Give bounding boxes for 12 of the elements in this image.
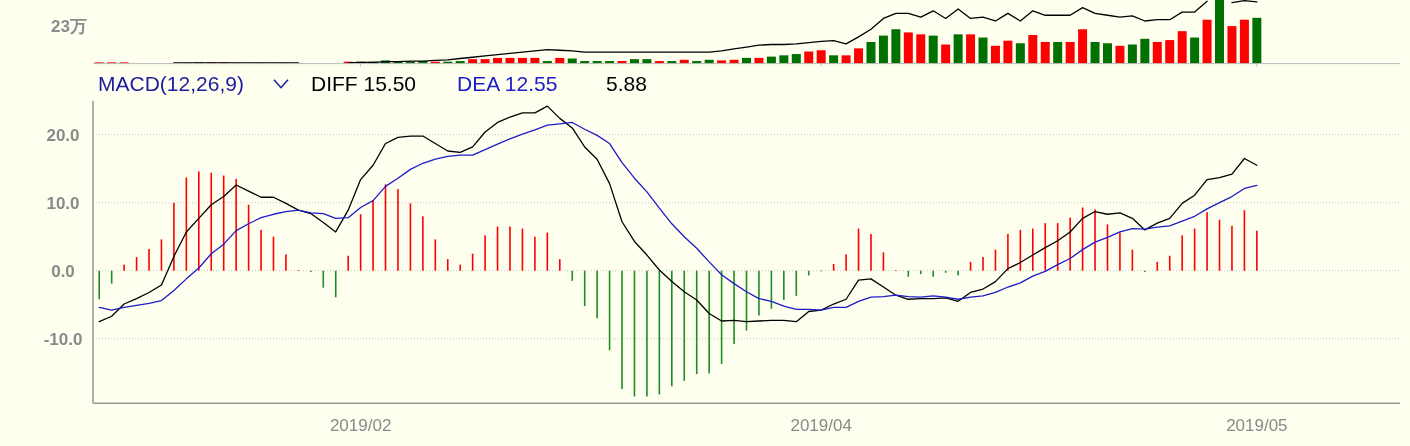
y-tick-label: 20.0 [46,125,80,145]
y-tick-label: 10.0 [46,193,80,213]
series-label: DEA 12.55 [457,71,558,95]
x-tick-label: 2019/02 [329,416,392,436]
chart-title: MACD(12,26,9) [98,71,244,95]
text: 23万 [51,17,87,36]
x-tick-label: 2019/05 [1226,416,1288,436]
text: 5.88 [606,71,647,95]
x-tick-label: 2019/04 [790,416,852,436]
y-tick-label: -10.0 [43,329,83,349]
y-tick-label: 0.0 [51,261,75,281]
series-label: DIFF 15.50 [311,71,417,95]
